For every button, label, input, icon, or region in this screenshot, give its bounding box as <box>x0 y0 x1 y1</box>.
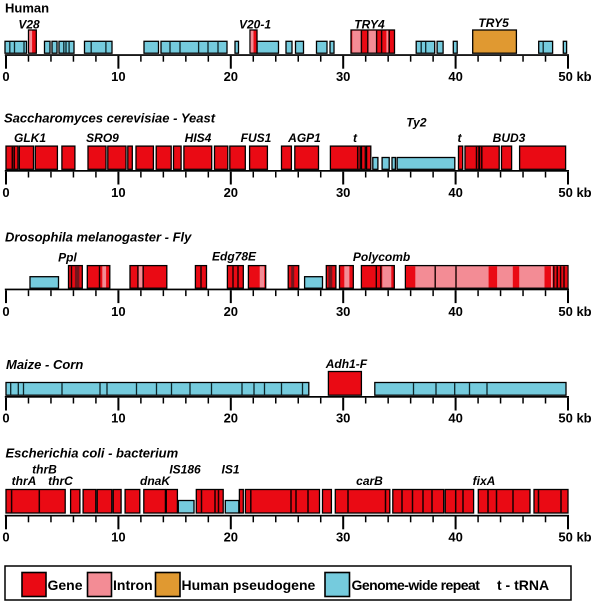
svg-text:10: 10 <box>111 69 125 84</box>
svg-text:50 kb: 50 kb <box>558 411 591 426</box>
svg-text:40: 40 <box>448 411 462 426</box>
svg-text:10: 10 <box>111 530 125 545</box>
svg-text:Drosophila melanogaster - Fly: Drosophila melanogaster - Fly <box>5 229 192 244</box>
svg-text:t: t <box>353 131 358 145</box>
svg-text:20: 20 <box>224 411 238 426</box>
svg-text:Ppl: Ppl <box>58 251 77 265</box>
svg-text:V20-1: V20-1 <box>239 18 271 32</box>
svg-text:50 kb: 50 kb <box>558 69 591 84</box>
svg-text:20: 20 <box>224 69 238 84</box>
svg-text:TRY4: TRY4 <box>354 17 385 31</box>
svg-text:30: 30 <box>336 411 350 426</box>
svg-text:Adh1-F: Adh1-F <box>325 357 368 371</box>
svg-text:Maize - Corn: Maize - Corn <box>6 357 83 372</box>
svg-text:carB: carB <box>356 474 383 488</box>
svg-text:V28: V28 <box>18 18 40 32</box>
svg-text:30: 30 <box>336 304 350 319</box>
svg-text:40: 40 <box>448 530 462 545</box>
svg-text:0: 0 <box>2 411 9 426</box>
svg-text:30: 30 <box>336 530 350 545</box>
svg-text:40: 40 <box>448 69 462 84</box>
svg-text:thrC: thrC <box>48 474 73 488</box>
svg-text:IS1: IS1 <box>221 462 239 476</box>
svg-text:50 kb: 50 kb <box>558 304 591 319</box>
svg-text:Escherichia coli - bacterium: Escherichia coli - bacterium <box>6 445 179 460</box>
svg-text:50 kb: 50 kb <box>558 530 591 545</box>
svg-text:10: 10 <box>111 411 125 426</box>
svg-text:30: 30 <box>336 185 350 200</box>
svg-text:Human: Human <box>5 1 49 16</box>
svg-text:Gene: Gene <box>48 577 83 593</box>
svg-text:40: 40 <box>448 185 462 200</box>
svg-text:Saccharomyces cerevisiae - Yea: Saccharomyces cerevisiae - Yeast <box>4 111 216 126</box>
svg-text:20: 20 <box>224 530 238 545</box>
svg-text:0: 0 <box>2 69 9 84</box>
svg-text:BUD3: BUD3 <box>493 131 526 145</box>
svg-text:0: 0 <box>2 530 9 545</box>
svg-text:Human pseudogene: Human pseudogene <box>182 577 316 593</box>
svg-text:20: 20 <box>224 185 238 200</box>
svg-text:Intron: Intron <box>113 577 153 593</box>
svg-text:AGP1: AGP1 <box>287 131 321 145</box>
svg-text:TRY5: TRY5 <box>478 16 509 30</box>
svg-text:t: t <box>458 131 463 145</box>
svg-text:GLK1: GLK1 <box>14 131 46 145</box>
svg-text:10: 10 <box>111 304 125 319</box>
svg-text:30: 30 <box>336 69 350 84</box>
svg-text:dnaK: dnaK <box>140 474 171 488</box>
svg-text:Polycomb: Polycomb <box>353 250 410 264</box>
svg-text:Edg78E: Edg78E <box>212 250 257 264</box>
svg-text:t - tRNA: t - tRNA <box>497 577 549 593</box>
svg-text:thrA: thrA <box>12 474 37 488</box>
svg-text:HIS4: HIS4 <box>185 131 212 145</box>
svg-text:0: 0 <box>2 304 9 319</box>
svg-text:10: 10 <box>111 185 125 200</box>
svg-text:50 kb: 50 kb <box>558 185 591 200</box>
svg-text:Ty2: Ty2 <box>406 116 427 130</box>
svg-text:Genome-wide repeat: Genome-wide repeat <box>352 577 481 593</box>
svg-text:0: 0 <box>2 185 9 200</box>
svg-text:FUS1: FUS1 <box>241 131 272 145</box>
svg-text:20: 20 <box>224 304 238 319</box>
svg-text:SRO9: SRO9 <box>86 131 119 145</box>
svg-text:fixA: fixA <box>473 474 496 488</box>
svg-text:thrB: thrB <box>32 462 57 476</box>
svg-text:40: 40 <box>448 304 462 319</box>
svg-text:IS186: IS186 <box>169 462 201 476</box>
